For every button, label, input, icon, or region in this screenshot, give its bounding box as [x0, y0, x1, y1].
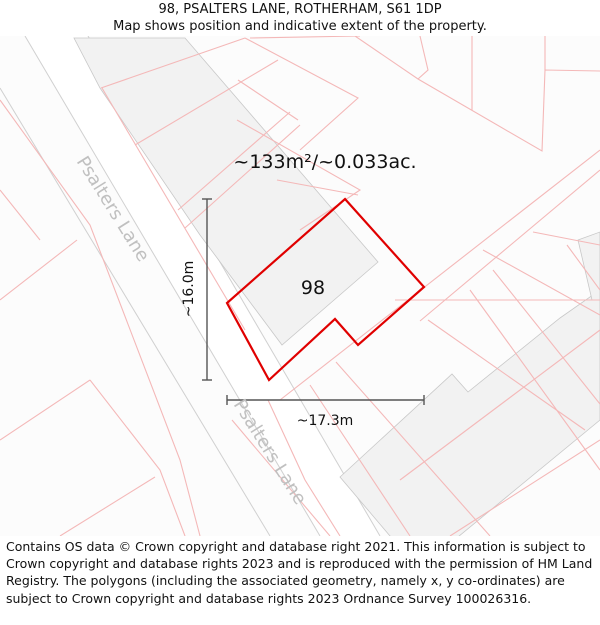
- property-address-title: 98, PSALTERS LANE, ROTHERHAM, S61 1DP: [158, 2, 442, 17]
- property-boundary-outline[interactable]: [225, 197, 426, 382]
- attribution-text: Contains OS data © Crown copyright and d…: [6, 539, 593, 606]
- height-measure-line: [202, 198, 212, 381]
- area-label: ~133m²/~0.033ac.: [233, 151, 416, 173]
- parcel-boundaries: [0, 36, 600, 536]
- map-header: 98, PSALTERS LANE, ROTHERHAM, S61 1DP Ma…: [0, 0, 600, 37]
- road-edge-line: [24, 36, 321, 536]
- height-measure-label: ~16.0m: [181, 261, 197, 318]
- width-measure-line: [226, 395, 425, 405]
- road-psalters-lane: [25, 36, 380, 536]
- plot-number-label: 98: [301, 277, 325, 299]
- map-subtitle: Map shows position and indicative extent…: [113, 19, 487, 34]
- property-map[interactable]: Psalters Lane Psalters Lane ~133m²/~0.03…: [0, 36, 600, 536]
- width-measure-label: ~17.3m: [297, 413, 354, 429]
